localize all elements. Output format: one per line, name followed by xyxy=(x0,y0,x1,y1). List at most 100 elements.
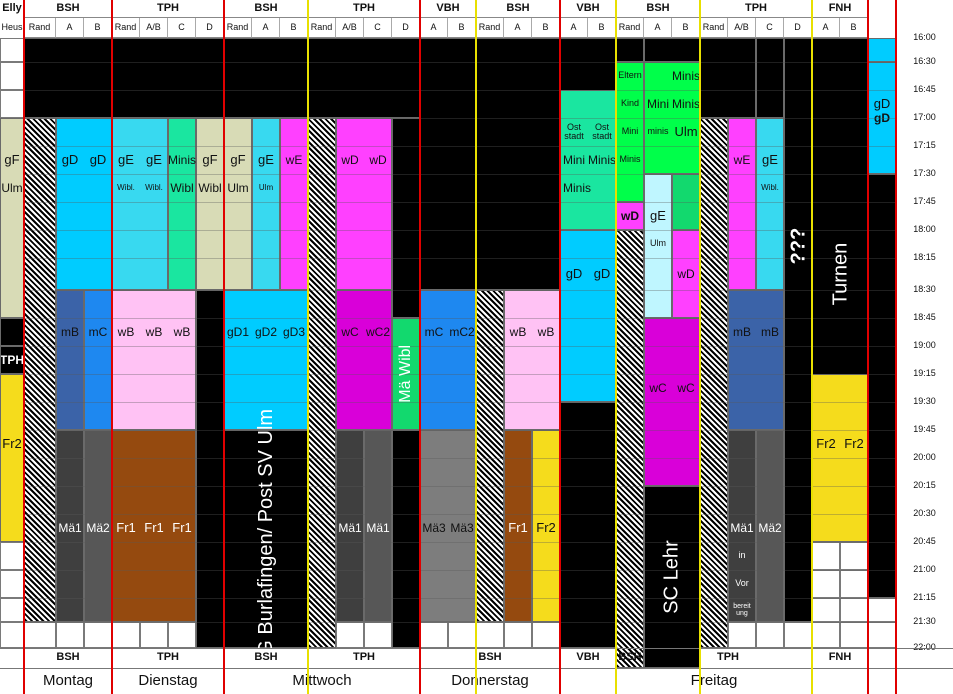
cell-label: wC2 xyxy=(365,324,390,339)
time-label: 21:30 xyxy=(913,616,936,627)
grid-cell xyxy=(840,542,868,570)
cell-label: mC2 xyxy=(449,324,475,339)
grid-cell xyxy=(868,622,896,648)
row-line xyxy=(24,90,896,91)
corner-sublabel: Heus xyxy=(1,22,23,33)
schedule-block xyxy=(252,118,280,290)
time-label: 16:30 xyxy=(913,56,936,67)
cell-label: wE xyxy=(733,152,751,167)
schedule-block xyxy=(0,318,24,346)
cell-label: Wibl. xyxy=(145,182,163,192)
hall-footer: FNH xyxy=(828,651,852,664)
subcolumn-header: B xyxy=(448,18,476,38)
cell-label: Mä2 xyxy=(758,520,782,535)
hall-footer: BSH xyxy=(56,651,80,664)
cell-label: gD xyxy=(89,152,107,168)
cell-label: Mini xyxy=(646,96,669,111)
cell-label: wE xyxy=(285,152,303,167)
grid-cell xyxy=(840,598,868,622)
grid-cell xyxy=(532,622,560,648)
schedule-block: TPH xyxy=(0,346,24,374)
cell-label: Minis xyxy=(168,152,197,167)
cell-label: Mini xyxy=(562,152,585,167)
vertical-label: Turnen xyxy=(812,202,868,346)
hall-separator xyxy=(307,0,309,694)
vertical-label-text: Turnen xyxy=(829,242,852,306)
cell-label: Mä3 xyxy=(450,520,474,535)
day-separator xyxy=(559,0,561,694)
time-label: 18:15 xyxy=(913,252,936,263)
row-line xyxy=(24,290,896,291)
cell-label: gE xyxy=(258,152,274,168)
vertical-label-text: Mä Wibl xyxy=(397,345,415,403)
grid-cell xyxy=(336,622,364,648)
hall-separator xyxy=(615,0,617,694)
grid-cell xyxy=(0,38,24,62)
schedule-block xyxy=(504,430,532,622)
schedule-block xyxy=(364,430,392,622)
hall-header: FNH xyxy=(812,0,868,18)
schedule-block xyxy=(112,118,168,290)
schedule-block xyxy=(112,38,224,118)
schedule-block xyxy=(0,118,24,318)
hall-header: VBH xyxy=(420,0,476,18)
subcolumn-header: D xyxy=(784,18,812,38)
hall-header: BSH xyxy=(24,0,112,18)
row-line xyxy=(24,622,896,623)
cell-label: wD xyxy=(369,152,387,167)
time-label: 20:30 xyxy=(913,508,936,519)
row-line xyxy=(24,258,896,259)
schedule-block xyxy=(532,430,560,622)
row-line xyxy=(24,202,896,203)
schedule-block xyxy=(756,38,784,118)
hall-header: VBH xyxy=(560,0,616,18)
subcolumn-header: Rand xyxy=(308,18,336,38)
subcolumn-header: Rand xyxy=(616,18,644,38)
grid-cell xyxy=(812,570,840,598)
hall-header: TPH xyxy=(700,0,812,18)
schedule-block xyxy=(224,118,252,290)
schedule-block xyxy=(616,62,644,202)
cell-label: Minis xyxy=(619,154,641,165)
day-separator xyxy=(419,0,421,694)
cell-label: Mä1 xyxy=(730,520,754,535)
cell-label: gE xyxy=(650,208,666,224)
cell-label: Wibl. xyxy=(117,182,135,192)
grid-cell xyxy=(868,598,896,622)
time-label: 18:30 xyxy=(913,284,936,295)
day-label: Dienstag xyxy=(138,672,198,690)
schedule-block xyxy=(784,38,812,622)
vertical-label-text: ??? xyxy=(787,227,809,265)
cell-label: gF xyxy=(230,152,246,168)
schedule-block xyxy=(336,430,364,622)
vertical-label: ??? xyxy=(784,174,812,318)
cell-label: wC xyxy=(341,324,359,339)
cell-label: Minis xyxy=(588,152,617,167)
cell-label: gD2 xyxy=(254,324,277,339)
schedule-block xyxy=(392,118,420,318)
cell-label: Wibl. xyxy=(761,182,779,192)
vertical-label: SG Burlafingen/ Post SV Ulm xyxy=(224,409,308,669)
cell-label: wC xyxy=(649,380,667,395)
subcolumn-header: A/B xyxy=(140,18,168,38)
cell-label: Minis xyxy=(672,68,701,83)
schedule-block xyxy=(672,174,700,230)
grid-cell xyxy=(0,542,24,570)
schedule-block: wD xyxy=(616,202,644,230)
row-line xyxy=(24,230,896,231)
cell-label: Ulm xyxy=(1,180,23,195)
time-label: 19:45 xyxy=(913,424,936,435)
schedule-block xyxy=(476,290,504,622)
hall-header: BSH xyxy=(616,0,700,18)
grid-cell xyxy=(56,622,84,648)
cell-label: gF xyxy=(4,152,20,168)
grid-cell xyxy=(364,622,392,648)
hall-separator xyxy=(699,0,701,694)
cell-label: gE xyxy=(762,152,778,168)
vertical-label: SC Lehr xyxy=(644,486,700,668)
hall-header: TPH xyxy=(308,0,420,18)
schedule-block xyxy=(224,430,308,648)
time-label: 20:15 xyxy=(913,480,936,491)
day-separator xyxy=(111,0,113,694)
